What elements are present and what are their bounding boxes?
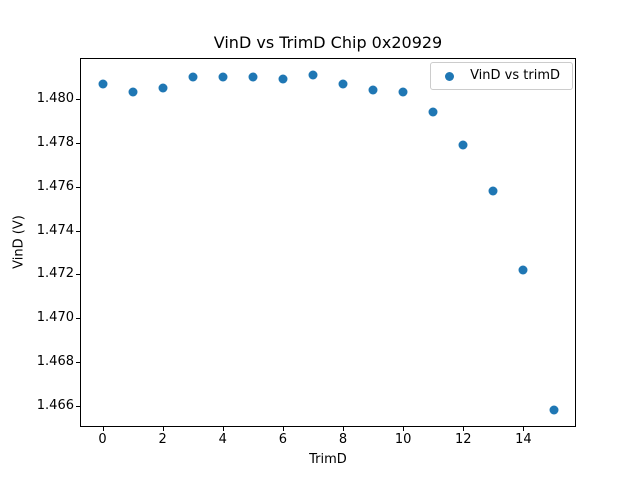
data-point bbox=[549, 405, 558, 415]
x-axis-label: TrimD bbox=[309, 452, 347, 467]
data-point bbox=[398, 87, 408, 97]
y-tick-label: 1.472 bbox=[36, 266, 74, 282]
plot-area bbox=[80, 58, 576, 427]
data-point bbox=[488, 186, 498, 196]
y-tick-label: 1.470 bbox=[36, 310, 74, 326]
y-tick-mark bbox=[76, 186, 80, 188]
x-tick-label: 10 bbox=[394, 432, 412, 447]
y-tick-mark bbox=[76, 274, 80, 276]
y-tick-mark bbox=[76, 142, 80, 144]
data-point bbox=[428, 107, 438, 117]
y-tick-mark bbox=[76, 318, 80, 320]
data-point bbox=[278, 74, 288, 84]
data-point bbox=[218, 72, 228, 82]
y-axis-label: VinD (V) bbox=[11, 215, 27, 269]
legend-marker-icon bbox=[445, 71, 455, 81]
x-tick-mark bbox=[282, 427, 284, 431]
x-tick-label: 8 bbox=[338, 432, 348, 447]
y-tick-label: 1.478 bbox=[36, 134, 74, 150]
x-tick-mark bbox=[162, 427, 164, 431]
data-point bbox=[368, 85, 378, 95]
y-tick-mark bbox=[76, 230, 80, 232]
data-point bbox=[98, 79, 107, 89]
y-tick-mark bbox=[76, 406, 80, 407]
data-point bbox=[338, 79, 348, 89]
x-tick-mark bbox=[523, 427, 525, 431]
data-point bbox=[128, 87, 138, 97]
x-tick-mark bbox=[102, 427, 104, 431]
y-tick-label: 1.474 bbox=[36, 222, 74, 238]
y-tick-label: 1.476 bbox=[36, 178, 74, 194]
x-tick-mark bbox=[403, 427, 405, 431]
data-point bbox=[308, 70, 318, 80]
x-tick-mark bbox=[463, 427, 465, 431]
legend: VinD vs trimD bbox=[430, 62, 573, 90]
y-tick-label: 1.466 bbox=[36, 398, 74, 413]
x-tick-mark bbox=[343, 427, 344, 431]
x-tick-label: 12 bbox=[455, 432, 472, 447]
x-tick-label: 14 bbox=[515, 432, 532, 447]
x-tick-mark bbox=[222, 427, 224, 431]
x-tick-label: 0 bbox=[98, 432, 107, 447]
data-point bbox=[458, 140, 468, 150]
y-tick-label: 1.480 bbox=[36, 91, 74, 106]
legend-label: VinD vs trimD bbox=[470, 68, 560, 83]
y-tick-label: 1.468 bbox=[36, 354, 74, 370]
x-tick-label: 4 bbox=[218, 432, 227, 447]
data-point bbox=[158, 83, 168, 93]
data-point bbox=[188, 72, 198, 82]
data-point bbox=[248, 72, 258, 82]
y-tick-mark bbox=[76, 99, 80, 100]
y-tick-mark bbox=[76, 362, 80, 364]
chart-title: VinD vs TrimD Chip 0x20929 bbox=[213, 33, 443, 52]
x-tick-label: 6 bbox=[278, 432, 288, 447]
data-point bbox=[518, 265, 528, 275]
x-tick-label: 2 bbox=[158, 432, 167, 447]
